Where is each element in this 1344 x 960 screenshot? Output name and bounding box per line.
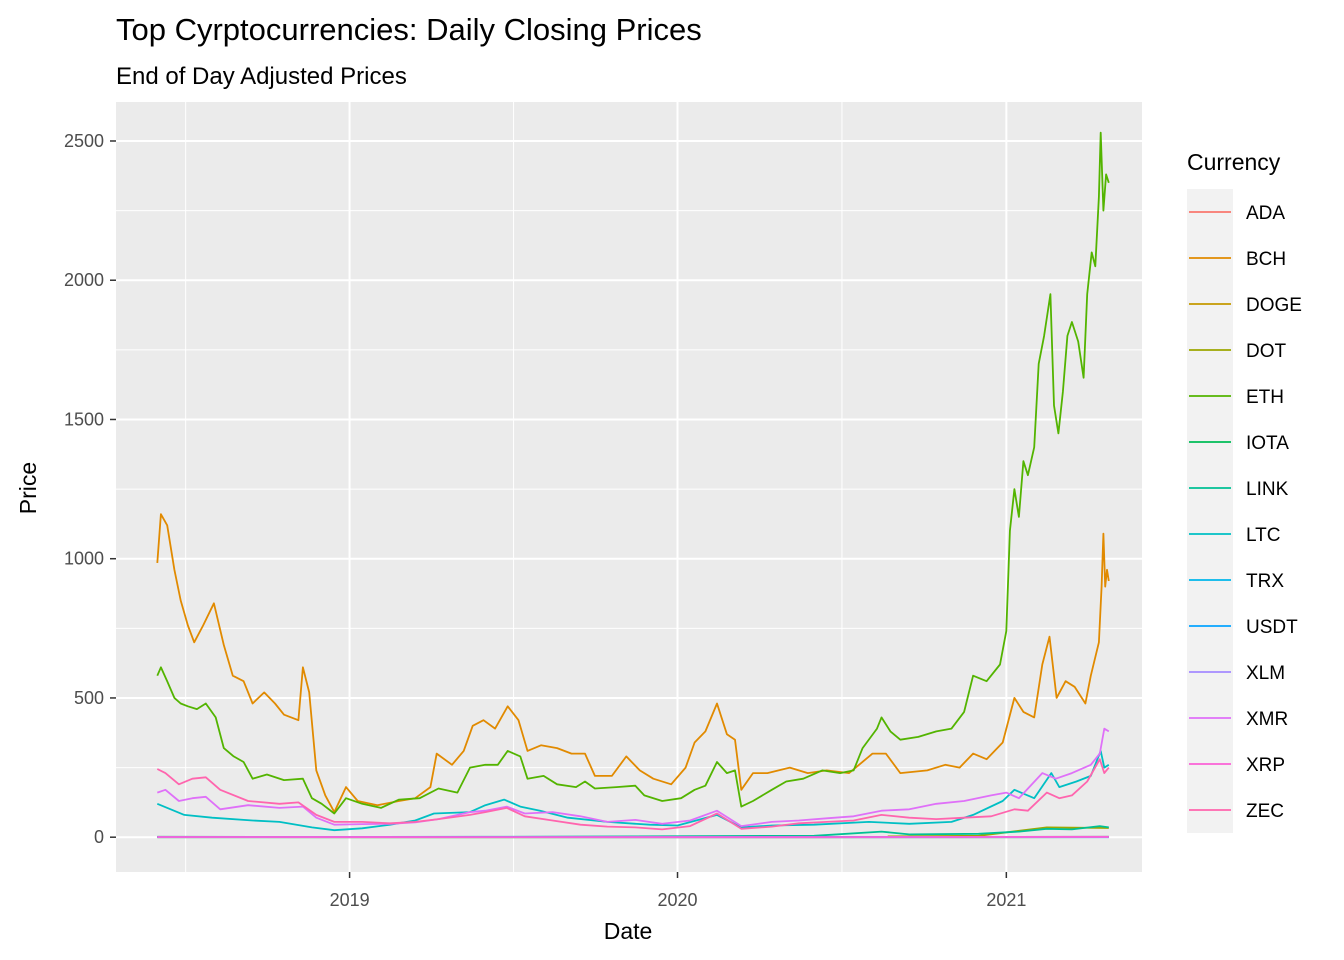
legend-label: USDT (1246, 617, 1298, 638)
x-axis: 2019 2020 2021 (330, 872, 1026, 910)
legend-label: DOT (1246, 341, 1287, 362)
legend-label: LTC (1246, 525, 1280, 546)
chart-title: Top Cyrptocurrencies: Daily Closing Pric… (116, 12, 702, 47)
legend-label: LINK (1246, 479, 1289, 500)
y-tick-label: 2000 (64, 270, 104, 290)
plot-panel (116, 102, 1142, 872)
legend-label: DOGE (1246, 295, 1302, 316)
series-line-bch (156, 513, 1110, 813)
y-tick-label: 500 (74, 688, 104, 708)
legend-label: BCH (1246, 249, 1286, 270)
x-tick-label: 2019 (330, 890, 370, 910)
legend-label: XMR (1246, 709, 1288, 730)
y-tick-label: 2500 (64, 131, 104, 151)
legend-label: XLM (1246, 663, 1285, 684)
legend-label: ZEC (1246, 801, 1284, 822)
x-tick-label: 2021 (986, 890, 1026, 910)
chart-subtitle: End of Day Adjusted Prices (116, 63, 407, 90)
series-line-eth (156, 131, 1110, 815)
series-line-ltc (156, 750, 1110, 832)
legend-keys-background (1187, 189, 1233, 833)
legend-label: ETH (1246, 387, 1284, 408)
legend: ADA BCH DOGE DOT ETH IOTA LINK LTC TRX USDT XLM XMR… (1189, 203, 1302, 822)
x-tick-label: 2020 (657, 890, 697, 910)
x-axis-title: Date (604, 918, 653, 944)
y-axis-title: Price (15, 462, 41, 514)
legend-label: XRP (1246, 755, 1285, 776)
series-lines (156, 131, 1110, 839)
series-line-xmr (157, 727, 1110, 827)
y-axis: 0 500 1000 1500 2000 2500 (64, 131, 116, 847)
y-tick-label: 1000 (64, 549, 104, 569)
y-tick-label: 1500 (64, 409, 104, 429)
legend-label: ADA (1246, 203, 1285, 224)
y-tick-label: 0 (94, 827, 104, 847)
series-line-zec (156, 758, 1110, 831)
legend-title: Currency (1187, 149, 1281, 175)
legend-label: IOTA (1246, 433, 1289, 454)
legend-label: TRX (1246, 571, 1284, 592)
